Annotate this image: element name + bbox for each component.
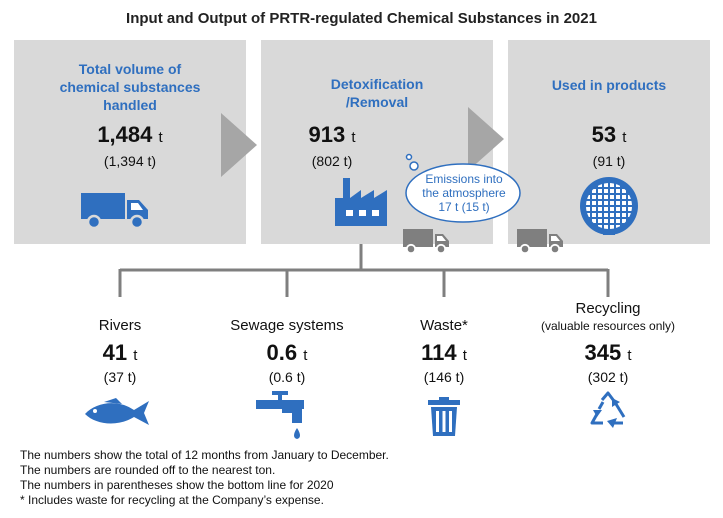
emission-cloud <box>405 153 521 223</box>
small-truck-icon <box>403 229 449 255</box>
trash-icon <box>428 397 460 436</box>
output-previous-value: (302 t) <box>587 369 629 385</box>
flow-arrow-2 <box>468 107 504 171</box>
panel-total-handled: Total volume of chemical substances hand… <box>14 40 246 244</box>
output-label: Waste* <box>420 317 468 334</box>
footnote: * Includes waste for recycling at the Co… <box>20 493 324 507</box>
footnote: The numbers show the total of 12 months … <box>20 448 389 462</box>
wafer-icon <box>580 177 638 235</box>
recycle-icon <box>590 391 626 428</box>
output-label: Rivers <box>98 317 142 334</box>
panel-title: Total volume of chemical substances hand… <box>59 61 201 113</box>
truck-icon <box>81 193 148 230</box>
page-title: Input and Output of PRTR-regulated Chemi… <box>126 10 597 27</box>
panel-value: 1,484 t <box>97 122 163 147</box>
output-value: 41 t <box>102 340 138 365</box>
footnotes: The numbers show the total of 12 months … <box>20 448 389 508</box>
panel-previous-value: (802 t) <box>311 153 353 169</box>
output-label: Sewage systems <box>230 317 344 334</box>
fish-icon <box>85 398 149 425</box>
output-previous-value: (146 t) <box>423 369 465 385</box>
faucet-icon <box>256 391 304 439</box>
output-value: 345 t <box>584 340 632 365</box>
output-previous-value: (37 t) <box>103 369 137 385</box>
panel-previous-value: (91 t) <box>592 153 626 169</box>
panel-previous-value: (1,394 t) <box>103 153 157 169</box>
output-value: 0.6 t <box>266 340 308 365</box>
small-truck-icon <box>517 229 563 255</box>
panel-used-in-products: Used in products 53 t (91 t) <box>508 40 710 244</box>
panel-value: 913 t <box>308 122 356 147</box>
factory-icon <box>335 178 387 226</box>
panel-value: 53 t <box>591 122 627 147</box>
connector-lines <box>118 244 610 297</box>
panel-title: Detoxification /Removal <box>330 76 424 110</box>
output-value: 114 t <box>421 340 467 365</box>
footnote: The numbers are rounded off to the neare… <box>20 463 276 477</box>
footnote: The numbers in parentheses show the bott… <box>20 478 334 492</box>
flow-arrow-1 <box>221 113 257 177</box>
output-label: Recycling (valuable resources only) <box>540 300 676 333</box>
emission-text: Emissions into the atmosphere 17 t (15 t… <box>422 172 506 214</box>
output-previous-value: (0.6 t) <box>268 369 306 385</box>
panel-title: Used in products <box>551 77 667 93</box>
